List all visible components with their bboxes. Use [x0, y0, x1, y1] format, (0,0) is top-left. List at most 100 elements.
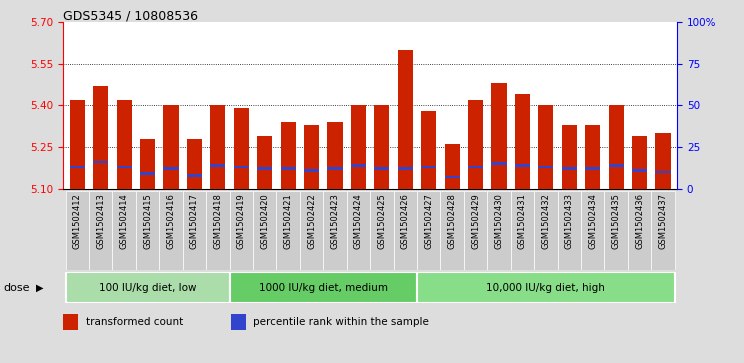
Bar — [211, 105, 225, 189]
Text: GSM1502433: GSM1502433 — [565, 193, 574, 249]
Bar — [280, 167, 296, 170]
Bar — [604, 191, 628, 270]
Bar — [534, 191, 557, 270]
Bar — [562, 125, 577, 189]
Bar — [187, 174, 202, 177]
Text: GSM1502412: GSM1502412 — [73, 193, 82, 249]
Bar — [397, 50, 413, 189]
Text: GSM1502415: GSM1502415 — [143, 193, 152, 249]
Text: GSM1502414: GSM1502414 — [120, 193, 129, 249]
Bar — [164, 167, 179, 170]
Bar — [324, 191, 347, 270]
Bar — [351, 164, 366, 167]
Bar — [440, 191, 464, 270]
Text: GSM1502424: GSM1502424 — [354, 193, 363, 249]
Bar — [70, 100, 85, 189]
Text: GSM1502413: GSM1502413 — [96, 193, 105, 249]
Bar — [394, 191, 417, 270]
Text: GSM1502422: GSM1502422 — [307, 193, 316, 249]
Text: GSM1502435: GSM1502435 — [612, 193, 620, 249]
Bar — [632, 169, 647, 172]
Text: GSM1502427: GSM1502427 — [424, 193, 433, 249]
Bar — [464, 191, 487, 270]
Bar — [609, 105, 623, 189]
Bar — [211, 164, 225, 167]
Bar — [93, 86, 109, 189]
Bar — [277, 191, 300, 270]
Bar — [487, 191, 510, 270]
Text: 1000 IU/kg diet, medium: 1000 IU/kg diet, medium — [259, 283, 388, 293]
Text: GSM1502428: GSM1502428 — [448, 193, 457, 249]
Bar — [327, 122, 343, 189]
Bar — [557, 191, 581, 270]
Text: 10,000 IU/kg diet, high: 10,000 IU/kg diet, high — [487, 283, 606, 293]
Text: GSM1502418: GSM1502418 — [214, 193, 222, 249]
Bar — [280, 122, 296, 189]
Bar — [491, 83, 507, 189]
Bar — [65, 191, 89, 270]
Bar — [140, 139, 155, 189]
Bar — [374, 167, 389, 170]
Bar — [628, 191, 651, 270]
Bar — [444, 144, 460, 189]
Text: GSM1502437: GSM1502437 — [658, 193, 667, 249]
Bar — [230, 191, 253, 270]
Bar — [206, 191, 230, 270]
Bar — [327, 167, 343, 170]
Bar — [585, 125, 600, 189]
Bar — [421, 111, 436, 189]
Text: GSM1502430: GSM1502430 — [495, 193, 504, 249]
Text: dose: dose — [4, 283, 31, 293]
Text: GSM1502419: GSM1502419 — [237, 193, 246, 249]
Bar — [257, 167, 272, 170]
Bar — [444, 176, 460, 178]
Bar — [65, 272, 230, 303]
Bar — [231, 314, 246, 330]
Text: GSM1502417: GSM1502417 — [190, 193, 199, 249]
Bar — [562, 167, 577, 170]
Bar — [510, 191, 534, 270]
Bar — [538, 105, 554, 189]
Bar — [140, 172, 155, 175]
Bar — [397, 167, 413, 170]
Bar — [421, 166, 436, 168]
Bar — [351, 105, 366, 189]
Text: ▶: ▶ — [36, 283, 43, 293]
Text: GSM1502431: GSM1502431 — [518, 193, 527, 249]
Bar — [468, 166, 483, 168]
Bar — [183, 191, 206, 270]
Bar — [304, 125, 319, 189]
Text: GDS5345 / 10808536: GDS5345 / 10808536 — [63, 9, 198, 22]
Bar — [347, 191, 371, 270]
Bar — [538, 166, 554, 168]
Text: GSM1502425: GSM1502425 — [377, 193, 386, 249]
Bar — [136, 191, 159, 270]
Bar — [234, 108, 249, 189]
Bar — [253, 191, 277, 270]
Bar — [651, 191, 675, 270]
Bar — [112, 191, 136, 270]
Bar — [63, 314, 78, 330]
Text: GSM1502421: GSM1502421 — [283, 193, 292, 249]
Bar — [164, 105, 179, 189]
Bar — [159, 191, 183, 270]
Bar — [515, 94, 530, 189]
Bar — [257, 136, 272, 189]
Bar — [117, 100, 132, 189]
Bar — [230, 272, 417, 303]
Text: 100 IU/kg diet, low: 100 IU/kg diet, low — [99, 283, 196, 293]
Bar — [304, 169, 319, 172]
Bar — [609, 164, 623, 167]
Text: GSM1502432: GSM1502432 — [542, 193, 551, 249]
Bar — [371, 191, 394, 270]
Text: GSM1502436: GSM1502436 — [635, 193, 644, 249]
Text: GSM1502434: GSM1502434 — [589, 193, 597, 249]
Bar — [234, 166, 249, 168]
Bar — [417, 191, 440, 270]
Bar — [374, 105, 389, 189]
Bar — [491, 163, 507, 165]
Bar — [632, 136, 647, 189]
Bar — [655, 171, 670, 173]
Bar — [93, 161, 109, 163]
Text: GSM1502423: GSM1502423 — [330, 193, 339, 249]
